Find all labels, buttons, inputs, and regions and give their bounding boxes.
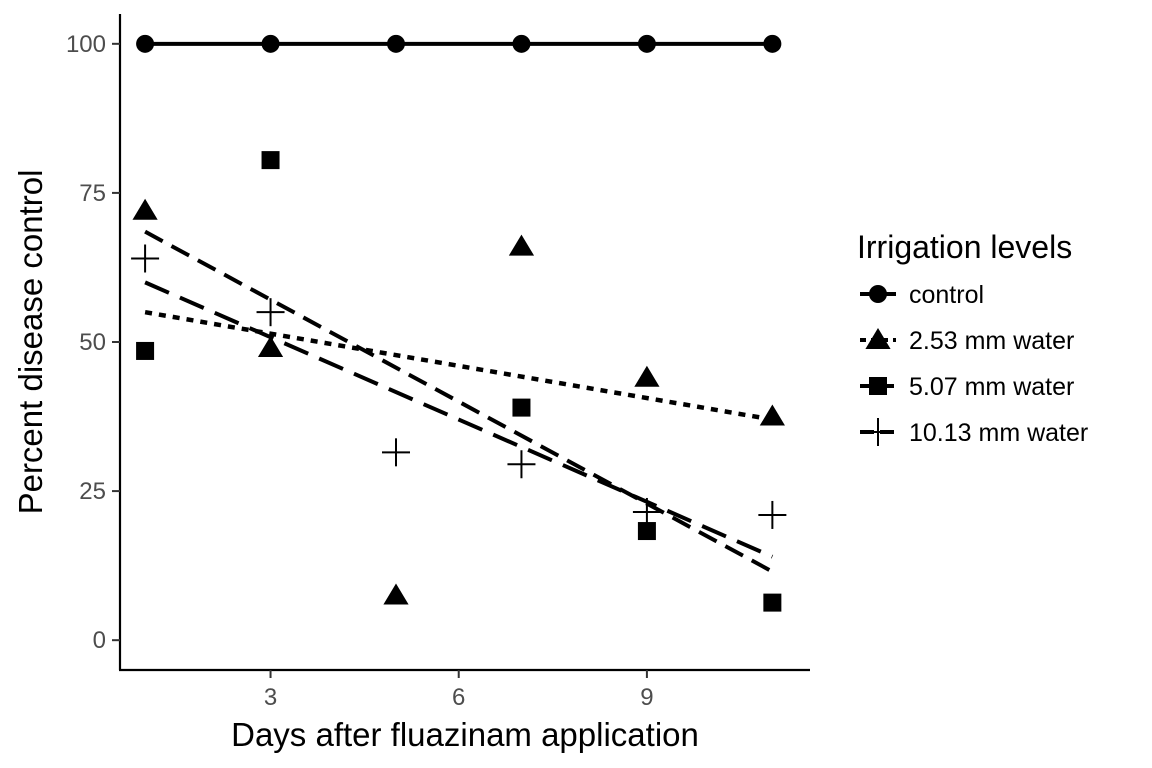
legend-key-marker [869, 377, 887, 395]
data-point [763, 34, 782, 53]
y-tick-label: 0 [93, 627, 106, 654]
legend-title: Irrigation levels [857, 229, 1072, 265]
ticks: 0 25 50 75 100 3 6 9 [66, 31, 654, 711]
y-tick-label: 50 [79, 329, 106, 356]
data-point [758, 500, 787, 529]
legend-entry: 2.53 mm water [860, 327, 1074, 355]
legend-key-marker [864, 418, 892, 446]
data-points [131, 34, 787, 612]
data-point [512, 398, 531, 417]
x-axis-title: Days after fluazinam application [231, 716, 699, 753]
x-tick-label: 3 [264, 684, 277, 711]
data-point [257, 335, 284, 357]
data-point [136, 341, 155, 360]
data-point [261, 151, 280, 170]
legend-entry: 10.13 mm water [860, 418, 1088, 447]
legend-label: 5.07 mm water [909, 373, 1074, 401]
data-point [383, 583, 409, 605]
data-point [507, 450, 536, 479]
y-tick-label: 100 [66, 31, 106, 58]
fit-line-2-53-mm-water [144, 309, 773, 422]
axes [118, 14, 810, 672]
data-point [132, 198, 158, 220]
fit-line-10-13-mm-water [144, 280, 774, 559]
legend-key-marker [869, 285, 887, 303]
data-point [508, 234, 535, 256]
fit-lines [144, 41, 774, 574]
legend-entry: 5.07 mm water [860, 373, 1074, 401]
data-point [637, 34, 656, 53]
x-tick-label: 9 [640, 684, 653, 711]
data-point [131, 244, 160, 273]
legend-label: 2.53 mm water [909, 327, 1074, 355]
data-point [136, 34, 155, 53]
data-point [759, 404, 785, 426]
legend-label: control [909, 281, 984, 309]
data-point [637, 522, 656, 541]
fit-line-5-07-mm-water [144, 229, 774, 574]
x-tick-label: 6 [452, 684, 465, 711]
y-axis-title: Percent disease control [12, 170, 49, 515]
legend-key-marker [865, 328, 891, 349]
y-tick-label: 25 [79, 478, 106, 505]
y-tick-label: 75 [79, 180, 106, 207]
data-point [256, 298, 285, 327]
legend-label: 10.13 mm water [909, 419, 1088, 447]
data-point [382, 438, 410, 467]
legend-entry: control [860, 281, 984, 309]
data-point [512, 34, 531, 53]
legend: Irrigation levels control 2.53 mm water 5.… [857, 229, 1088, 447]
data-point [634, 365, 660, 387]
data-point [387, 34, 405, 53]
data-point [763, 593, 782, 612]
data-point [632, 497, 661, 526]
data-point [261, 34, 280, 53]
